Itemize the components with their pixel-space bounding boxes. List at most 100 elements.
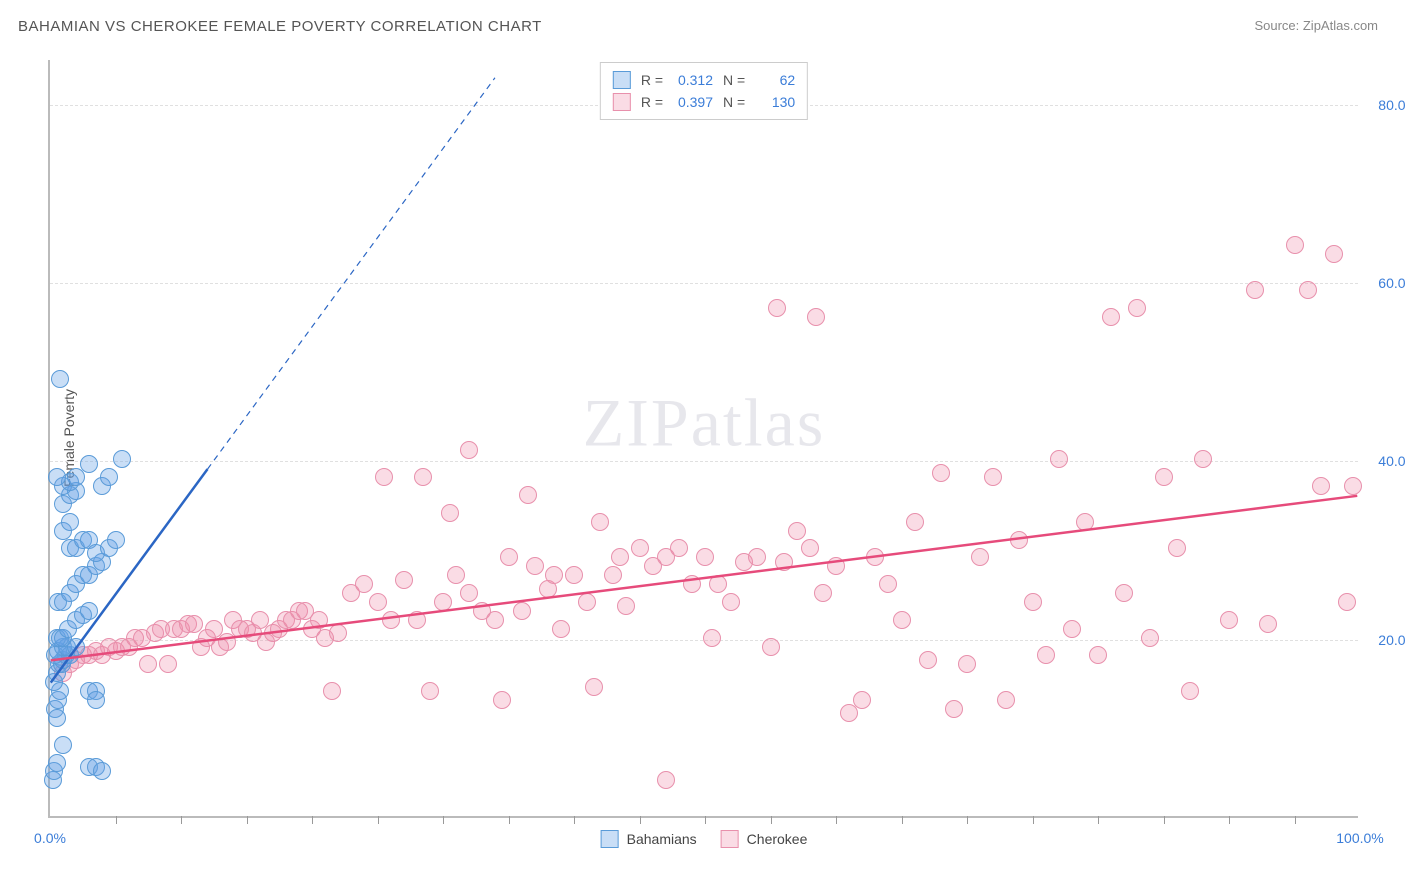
series-legend-label: Cherokee: [747, 831, 808, 847]
bahamians-point: [48, 754, 66, 772]
cherokee-point: [565, 566, 583, 584]
cherokee-point: [1037, 646, 1055, 664]
x-minor-tick: [1229, 816, 1230, 824]
bahamians-point: [51, 370, 69, 388]
y-tick-label: 80.0%: [1378, 97, 1406, 113]
cherokee-point: [1168, 539, 1186, 557]
cherokee-point: [218, 633, 236, 651]
cherokee-point: [617, 597, 635, 615]
cherokee-point: [657, 771, 675, 789]
cherokee-point: [807, 308, 825, 326]
cherokee-point: [788, 522, 806, 540]
legend-r-label: R =: [641, 72, 663, 88]
x-minor-tick: [1098, 816, 1099, 824]
x-minor-tick: [378, 816, 379, 824]
cherokee-point: [748, 548, 766, 566]
x-minor-tick: [181, 816, 182, 824]
legend-row: R = 0.312 N = 62: [613, 69, 795, 91]
bahamians-point: [113, 450, 131, 468]
cherokee-point: [814, 584, 832, 602]
gridline: [50, 283, 1358, 284]
cherokee-point: [893, 611, 911, 629]
x-minor-tick: [1033, 816, 1034, 824]
x-minor-tick: [509, 816, 510, 824]
x-minor-tick: [116, 816, 117, 824]
x-minor-tick: [640, 816, 641, 824]
cherokee-point: [1089, 646, 1107, 664]
bahamians-point: [100, 468, 118, 486]
cherokee-point: [408, 611, 426, 629]
cherokee-point: [1259, 615, 1277, 633]
series-legend-label: Bahamians: [627, 831, 697, 847]
cherokee-point: [159, 655, 177, 673]
source-label: Source: ZipAtlas.com: [1254, 18, 1378, 33]
cherokee-point: [879, 575, 897, 593]
x-minor-tick: [443, 816, 444, 824]
cherokee-point: [513, 602, 531, 620]
cherokee-point: [421, 682, 439, 700]
cherokee-point: [984, 468, 1002, 486]
series-legend-item: Bahamians: [601, 830, 697, 848]
cherokee-point: [500, 548, 518, 566]
legend-swatch: [601, 830, 619, 848]
cherokee-point: [703, 629, 721, 647]
cherokee-point: [827, 557, 845, 575]
cherokee-point: [1128, 299, 1146, 317]
cherokee-point: [519, 486, 537, 504]
cherokee-point: [1312, 477, 1330, 495]
cherokee-point: [493, 691, 511, 709]
cherokee-point: [762, 638, 780, 656]
cherokee-point: [631, 539, 649, 557]
cherokee-point: [768, 299, 786, 317]
cherokee-point: [709, 575, 727, 593]
cherokee-point: [139, 655, 157, 673]
cherokee-point: [382, 611, 400, 629]
cherokee-point: [997, 691, 1015, 709]
x-minor-tick: [836, 816, 837, 824]
legend-r-label: R =: [641, 94, 663, 110]
cherokee-point: [323, 682, 341, 700]
cherokee-point: [1286, 236, 1304, 254]
cherokee-point: [932, 464, 950, 482]
legend-swatch: [613, 93, 631, 111]
cherokee-point: [1141, 629, 1159, 647]
cherokee-point: [775, 553, 793, 571]
cherokee-point: [578, 593, 596, 611]
cherokee-point: [611, 548, 629, 566]
cherokee-point: [801, 539, 819, 557]
cherokee-point: [414, 468, 432, 486]
cherokee-point: [1076, 513, 1094, 531]
cherokee-point: [552, 620, 570, 638]
x-minor-tick: [247, 816, 248, 824]
bahamians-point: [48, 468, 66, 486]
cherokee-point: [1325, 245, 1343, 263]
bahamians-point: [48, 709, 66, 727]
cherokee-point: [310, 611, 328, 629]
cherokee-point: [369, 593, 387, 611]
scatter-chart: Female Poverty ZIPatlas R =0.312N =62R =…: [48, 60, 1358, 818]
legend-n-value: 62: [751, 72, 795, 88]
y-tick-label: 40.0%: [1378, 453, 1406, 469]
y-tick-label: 60.0%: [1378, 275, 1406, 291]
cherokee-point: [1063, 620, 1081, 638]
bahamians-point: [80, 602, 98, 620]
cherokee-point: [591, 513, 609, 531]
cherokee-point: [1024, 593, 1042, 611]
legend-r-value: 0.312: [669, 72, 713, 88]
cherokee-point: [395, 571, 413, 589]
cherokee-point: [1344, 477, 1362, 495]
cherokee-point: [1102, 308, 1120, 326]
legend-r-value: 0.397: [669, 94, 713, 110]
cherokee-point: [919, 651, 937, 669]
cherokee-point: [460, 441, 478, 459]
legend-n-label: N =: [723, 72, 745, 88]
legend-row: R =0.397N =130: [613, 91, 795, 113]
gridline: [50, 461, 1358, 462]
bahamians-point: [61, 513, 79, 531]
bahamians-point: [87, 691, 105, 709]
x-minor-tick: [967, 816, 968, 824]
cherokee-point: [945, 700, 963, 718]
series-legend: Bahamians Cherokee: [601, 830, 808, 848]
cherokee-point: [441, 504, 459, 522]
cherokee-point: [447, 566, 465, 584]
